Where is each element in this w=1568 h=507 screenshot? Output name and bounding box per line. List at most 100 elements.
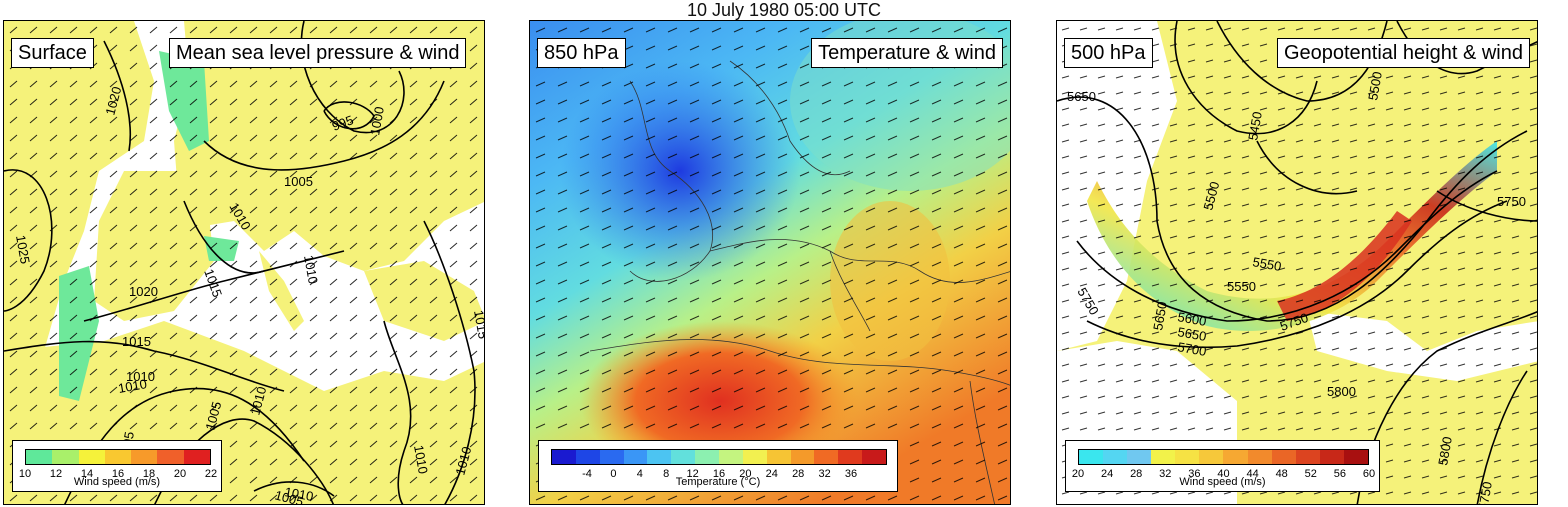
colorbar-tick-label: 14 bbox=[80, 468, 94, 480]
contour-label: 1010 bbox=[411, 444, 431, 475]
contour-label: 5450 bbox=[1245, 110, 1265, 141]
contour-label: 1010 bbox=[283, 484, 314, 504]
colorbar-tick-label: 60 bbox=[1362, 468, 1376, 480]
contour-label: 5600 bbox=[1176, 309, 1207, 329]
colorbar-tick-label: 44 bbox=[1246, 468, 1259, 480]
panel-level-label: 500 hPa bbox=[1064, 38, 1153, 68]
colorbar-tick-label: 16 bbox=[111, 468, 125, 480]
colorbar-swatch bbox=[1103, 450, 1128, 464]
500hpa-map-panel: 5650 5450 5500 5550 5500 5650 5750 5750 5550 5600… bbox=[1056, 20, 1538, 505]
contour-label: 5650 bbox=[1150, 300, 1170, 331]
geopotential-map: 5650 5450 5500 5550 5500 5650 5750 5750 5550 5600… bbox=[1057, 21, 1537, 505]
colorbar-tick-label: 20 bbox=[173, 468, 187, 480]
contour-label: 5500 bbox=[1365, 70, 1385, 101]
colorbar-tick-label: 56 bbox=[1333, 468, 1347, 480]
colorbar-tick-label: 48 bbox=[1275, 468, 1288, 480]
panel-field-label: Mean sea level pressure & wind bbox=[169, 38, 467, 68]
legend-title: Temperature (°C) bbox=[675, 476, 761, 488]
colorbar-swatch bbox=[575, 450, 600, 464]
contour-label: 5650 bbox=[1067, 89, 1096, 104]
colorbar-tick-label: 36 bbox=[844, 468, 858, 480]
colorbar-tick-label: 24 bbox=[1100, 468, 1114, 480]
colorbar-tick-label: 28 bbox=[792, 468, 805, 480]
colorbar bbox=[1078, 449, 1369, 465]
panel-field-label: Temperature & wind bbox=[811, 38, 1003, 68]
temperature-legend: -4 0 4 8 12 16 20 24 28 32 36 Temperature (°C) bbox=[538, 440, 898, 492]
contour-label: 5750 bbox=[1475, 480, 1495, 505]
panel-level-label: 850 hPa bbox=[537, 38, 626, 68]
contour-label: 1010 bbox=[126, 369, 155, 384]
contour-label: 1000 bbox=[367, 105, 387, 136]
colorbar bbox=[551, 449, 887, 465]
colorbar-tick-label: 28 bbox=[1130, 468, 1143, 480]
colorbar-swatch bbox=[599, 450, 624, 464]
wind-arrows bbox=[1057, 21, 1537, 504]
colorbar-tick-label: -4 bbox=[582, 468, 592, 480]
legend-title: Wind speed (m/s) bbox=[73, 476, 161, 488]
colorbar-tick-label: 0 bbox=[610, 468, 617, 480]
colorbar-swatch bbox=[671, 450, 696, 464]
colorbar-swatch bbox=[1247, 450, 1272, 464]
colorbar-tick-label: 22 bbox=[204, 468, 218, 480]
colorbar-swatch bbox=[1127, 450, 1152, 464]
colorbar-tick-label: 10 bbox=[18, 468, 32, 480]
colorbar-swatch bbox=[719, 450, 743, 464]
colorbar-swatch bbox=[814, 450, 839, 464]
colorbar-swatch bbox=[52, 450, 79, 464]
colorbar-swatch bbox=[78, 450, 105, 464]
colorbar-tick-label: 4 bbox=[636, 468, 643, 480]
colorbar-swatch bbox=[1223, 450, 1248, 464]
wind-speed-legend: 20 24 28 32 36 40 44 48 52 56 60 Wind speed (m/s) bbox=[1065, 440, 1380, 492]
colorbar-tick-label: 32 bbox=[818, 468, 831, 480]
height-contours bbox=[1057, 21, 1537, 504]
colorbar-swatch bbox=[26, 450, 53, 464]
colorbar-swatch bbox=[695, 450, 720, 464]
colorbar-swatch bbox=[1295, 450, 1320, 464]
colorbar-swatch bbox=[1199, 450, 1224, 464]
contour-label: 5550 bbox=[1251, 254, 1282, 274]
colorbar-swatch bbox=[104, 450, 132, 464]
colorbar-tick-label: 8 bbox=[663, 468, 670, 480]
contour-label: 995 bbox=[330, 112, 356, 134]
colorbar-swatch bbox=[183, 450, 210, 464]
contour-label: 1015 bbox=[122, 334, 151, 349]
contour-label: 1010 bbox=[452, 445, 474, 477]
colorbar-tick-label: 12 bbox=[49, 468, 63, 480]
contour-label: 1020 bbox=[129, 284, 158, 299]
panel-field-label: Geopotential height & wind bbox=[1276, 38, 1530, 68]
colorbar-tick-label: 12 bbox=[686, 468, 699, 480]
contour-label: 1005 bbox=[202, 400, 224, 432]
contour-label: 5650 bbox=[1176, 324, 1207, 344]
wind-speed-legend: 10 12 14 16 18 20 22 Wind speed (m/s) bbox=[12, 440, 222, 492]
colorbar-swatch bbox=[1343, 450, 1368, 464]
surface-map-panel: 1020 995 1000 1005 1010 1010 1025 1015 1020 1015 1… bbox=[3, 20, 485, 505]
figure-title: 10 July 1980 05:00 UTC bbox=[686, 0, 882, 20]
colorbar-swatch bbox=[552, 450, 576, 464]
colorbar-tick-label: 40 bbox=[1217, 468, 1230, 480]
colorbar-swatch bbox=[1319, 450, 1344, 464]
colorbar-tick-label: 18 bbox=[142, 468, 156, 480]
colorbar-swatch bbox=[1175, 450, 1200, 464]
colorbar-tick-label: 36 bbox=[1188, 468, 1201, 480]
wind-arrows bbox=[4, 21, 484, 504]
colorbar-swatch bbox=[157, 450, 184, 464]
contour-label: 5550 bbox=[1227, 279, 1256, 294]
colorbar-swatch bbox=[862, 450, 887, 464]
colorbar-swatch bbox=[623, 450, 648, 464]
panel-level-label: Surface bbox=[11, 38, 94, 68]
colorbar-swatch bbox=[1151, 450, 1176, 464]
contour-label: 1010 bbox=[247, 385, 269, 417]
colorbar bbox=[25, 449, 211, 465]
contour-label: 1010 bbox=[301, 254, 321, 285]
850hpa-map-panel: 850 hPa Temperature & wind -4 0 4 8 12 16 20 24… bbox=[529, 20, 1011, 505]
colorbar-tick-label: 24 bbox=[765, 468, 778, 480]
legend-title: Wind speed (m/s) bbox=[1179, 476, 1266, 488]
contour-label: 1005 bbox=[284, 174, 313, 189]
colorbar-swatch bbox=[647, 450, 672, 464]
contour-label: 1025 bbox=[13, 234, 33, 265]
colorbar-swatch bbox=[131, 450, 158, 464]
wind-arrows bbox=[530, 21, 1010, 504]
contour-label: 5700 bbox=[1176, 339, 1207, 359]
colorbar-swatch bbox=[1079, 450, 1104, 464]
